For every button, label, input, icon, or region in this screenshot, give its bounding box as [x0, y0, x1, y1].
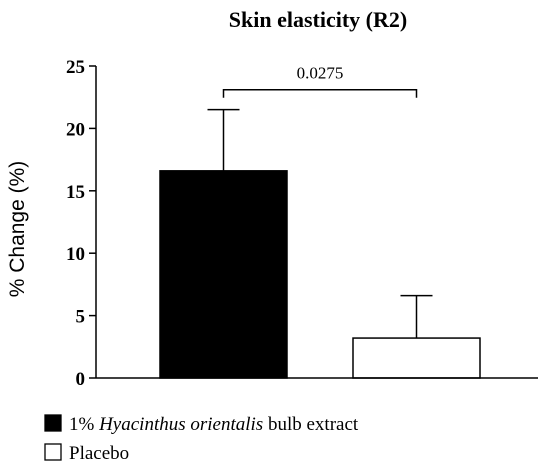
y-tick-label: 25 — [66, 57, 85, 78]
y-tick-label: 15 — [66, 182, 85, 203]
chart-title: Skin elasticity (R2) — [229, 7, 407, 32]
p-value-label: 0.0275 — [297, 64, 344, 83]
legend-swatch-1 — [44, 443, 62, 461]
y-tick-label: 5 — [76, 307, 86, 328]
y-axis-label: % Change (%) — [6, 161, 29, 298]
bar-0 — [159, 170, 288, 379]
legend-swatch-0 — [44, 414, 62, 432]
y-tick-label: 20 — [66, 119, 85, 140]
y-tick-label: 10 — [66, 244, 85, 265]
legend-label-1: Placebo — [69, 443, 129, 464]
y-tick-label: 0 — [76, 369, 86, 390]
significance-bracket — [222, 88, 418, 98]
legend-label-0: 1% Hyacinthus orientalis bulb extract — [69, 414, 359, 435]
bar-1 — [352, 337, 481, 379]
